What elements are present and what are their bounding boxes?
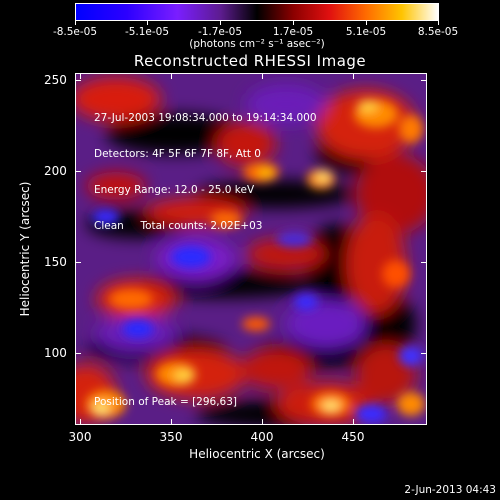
algorithm-text: Clean Total counts: 2.02E+03 [94, 220, 263, 232]
x-axis-title: Heliocentric X (arcsec) [189, 447, 325, 461]
footer-date: 2-Jun-2013 04:43 [404, 484, 496, 496]
y-tick-label: 100 [44, 346, 67, 360]
energy-range-text: Energy Range: 12.0 - 25.0 keV [94, 184, 255, 196]
colorbar-tick-label: -1.7e-05 [197, 26, 243, 38]
peak-position-text: Position of Peak = [296,63] [94, 396, 238, 408]
x-tick-label: 450 [341, 430, 365, 444]
colorbar-unit-label: (photons cm⁻² s⁻¹ asec⁻²) [189, 38, 325, 50]
image-plot-area: 27-Jul-2003 19:08:34.000 to 19:14:34.000… [75, 73, 427, 425]
colorbar [75, 3, 439, 21]
y-tick-label: 150 [44, 255, 67, 269]
colorbar-tick-label: -8.5e-05 [52, 26, 98, 38]
colorbar-tick-label: 1.7e-05 [272, 26, 314, 38]
colorbar-tick-label: 5.1e-05 [345, 26, 387, 38]
x-tick-label: 400 [250, 430, 274, 444]
solar-image [76, 74, 426, 424]
y-axis-title: Heliocentric Y (arcsec) [18, 181, 32, 317]
y-tick-label: 200 [44, 164, 67, 178]
observation-info: 27-Jul-2003 19:08:34.000 to 19:14:34.000… [94, 88, 317, 256]
plot-title: Reconstructed RHESSI Image [133, 52, 367, 70]
x-tick-label: 300 [68, 430, 92, 444]
detectors-text: Detectors: 4F 5F 6F 7F 8F, Att 0 [94, 148, 261, 160]
time-range-text: 27-Jul-2003 19:08:34.000 to 19:14:34.000 [94, 112, 317, 124]
x-tick-label: 350 [159, 430, 183, 444]
y-tick-label: 250 [44, 73, 67, 87]
colorbar-tick-label: 8.5e-05 [417, 26, 459, 38]
colorbar-tick-label: -5.1e-05 [124, 26, 170, 38]
